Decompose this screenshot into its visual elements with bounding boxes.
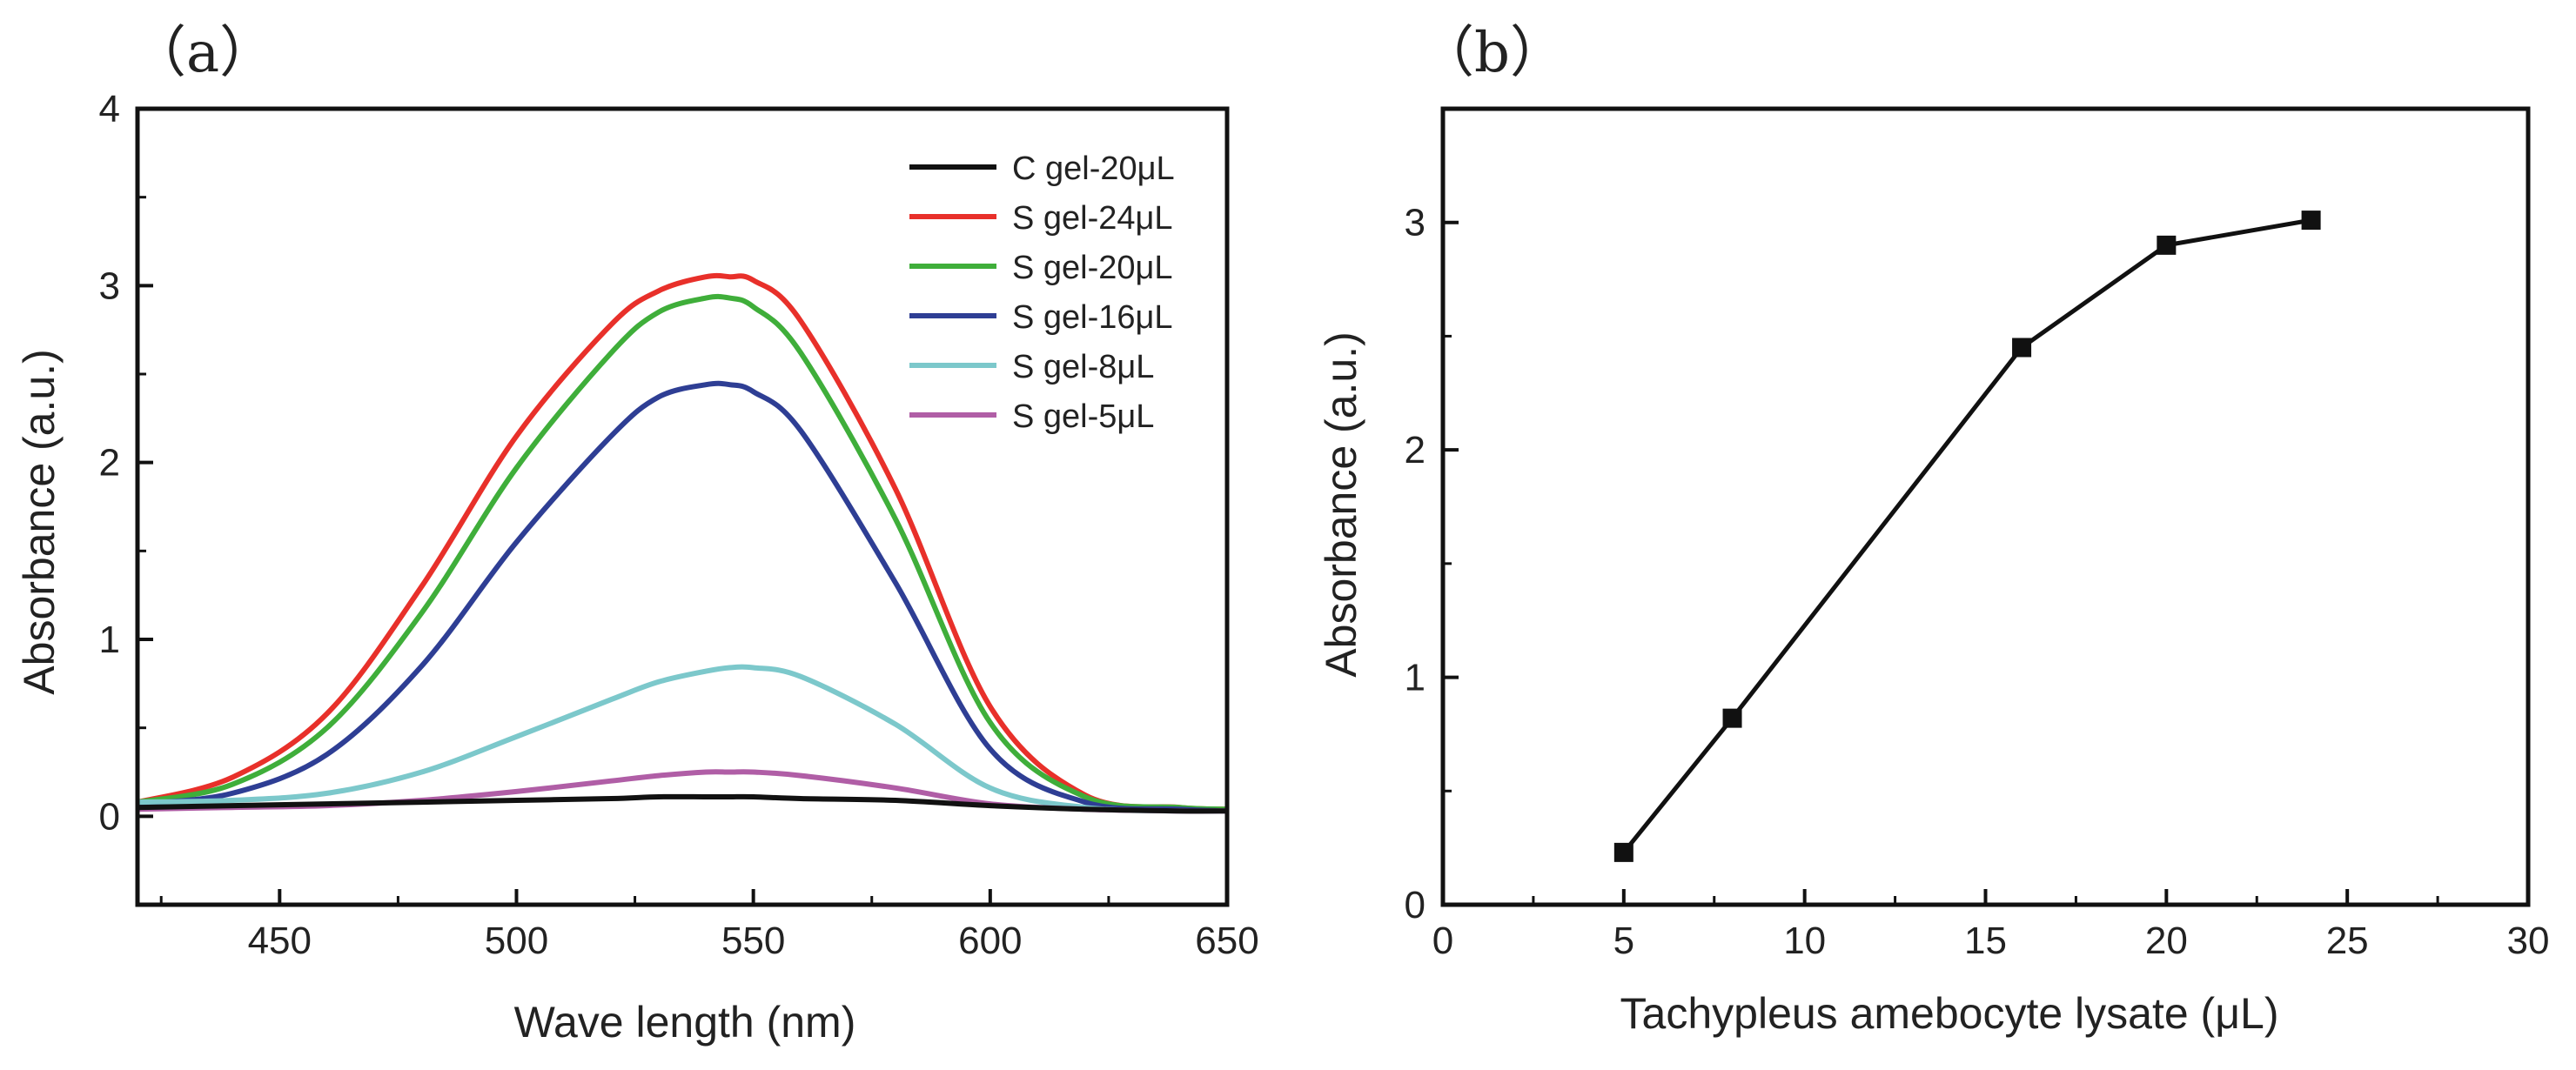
x-tick-label: 0 xyxy=(1432,920,1453,962)
y-tick-label: 0 xyxy=(1405,884,1426,926)
x-tick-label: 5 xyxy=(1613,920,1634,962)
panel-b-absorbance-chart: （b） 0 5 10 15 20 25 30 0 1 2 3 Tachypleus amebocyt… xyxy=(1317,21,2549,1038)
panel-a-label: （a） xyxy=(131,21,275,85)
series-line-s-gel-8-l xyxy=(137,664,1228,814)
series-line-s-gel-16-l xyxy=(137,380,1228,814)
panel-b-x-axis-title: Tachypleus amebocyte lysate (μL) xyxy=(1620,989,2279,1038)
legend-entry: C gel-20μL xyxy=(1012,150,1175,187)
x-tick-label: 500 xyxy=(485,920,548,962)
data-point-marker xyxy=(1613,842,1633,862)
legend-entry: S gel-5μL xyxy=(1012,398,1154,435)
y-tick-label: 2 xyxy=(1405,429,1426,471)
legend-entry: S gel-20μL xyxy=(1012,250,1173,286)
y-tick-label: 2 xyxy=(99,442,120,485)
x-tick-label: 650 xyxy=(1195,920,1258,962)
panel-b-ticks: 0 5 10 15 20 25 30 0 1 2 3 xyxy=(1405,202,2550,962)
x-tick-label: 15 xyxy=(1964,920,2007,962)
panel-a-x-axis-title: Wave length (nm) xyxy=(514,998,856,1047)
x-tick-label: 600 xyxy=(958,920,1022,962)
y-tick-label: 1 xyxy=(1405,657,1426,699)
series-line-c-gel-20-l xyxy=(137,793,1228,814)
panel-b-series-group xyxy=(1613,211,2321,862)
y-tick-label: 3 xyxy=(1405,202,1426,244)
x-tick-label: 20 xyxy=(2145,920,2188,962)
x-tick-label: 10 xyxy=(1783,920,1826,962)
panel-a-spectra-chart: （a） 450 500 550 600 650 0 1 2 3 4 C gel-20μL S gel… xyxy=(15,21,1259,1047)
y-tick-label: 4 xyxy=(99,88,120,130)
series-line-absorbance xyxy=(1621,217,2312,854)
panel-b-label: （b） xyxy=(1419,21,1566,85)
panel-b-y-axis-title: Absorbance (a.u.) xyxy=(1317,331,1365,677)
legend-entry: S gel-24μL xyxy=(1012,200,1173,237)
data-point-marker xyxy=(2157,235,2177,255)
y-tick-label: 0 xyxy=(99,795,120,838)
data-point-marker xyxy=(1722,708,1742,728)
x-tick-label: 30 xyxy=(2507,920,2550,962)
data-point-marker xyxy=(2012,338,2032,358)
panel-b-axes-frame xyxy=(1440,106,2531,907)
legend-entry: S gel-8μL xyxy=(1012,349,1154,385)
y-tick-label: 1 xyxy=(99,619,120,661)
y-tick-label: 3 xyxy=(99,264,120,307)
legend-entry: S gel-16μL xyxy=(1012,299,1173,336)
x-tick-label: 550 xyxy=(721,920,785,962)
panel-a-legend: C gel-20μL S gel-24μL S gel-20μL S gel-16μL… xyxy=(909,150,1175,435)
panel-a-axes-frame xyxy=(135,106,1230,907)
panel-a-series-group xyxy=(137,272,1228,814)
x-tick-label: 450 xyxy=(248,920,312,962)
data-point-marker xyxy=(2301,211,2321,231)
panel-a-ticks: 450 500 550 600 650 0 1 2 3 4 xyxy=(99,88,1259,962)
panel-a-y-axis-title: Absorbance (a.u.) xyxy=(15,349,64,694)
series-line-s-gel-24-l xyxy=(137,272,1228,813)
x-tick-label: 25 xyxy=(2326,920,2369,962)
series-line-s-gel-20-l xyxy=(137,293,1228,813)
